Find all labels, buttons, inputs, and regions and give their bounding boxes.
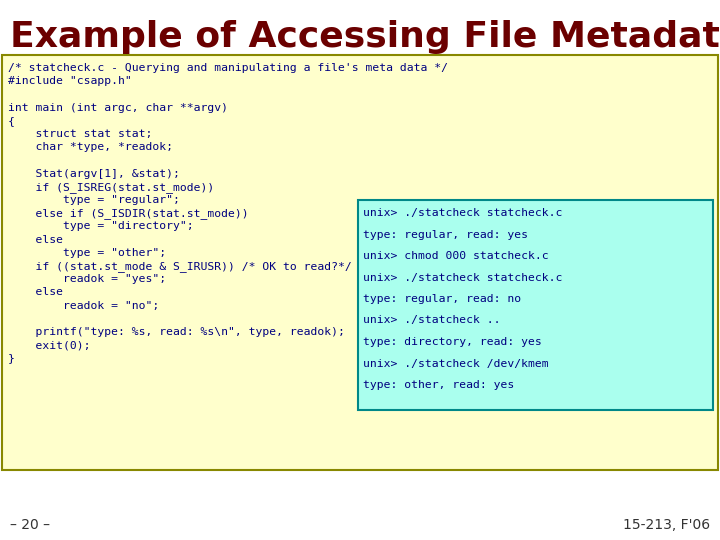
- Text: readok = "no";: readok = "no";: [8, 301, 159, 310]
- Text: Example of Accessing File Metadata: Example of Accessing File Metadata: [10, 20, 720, 54]
- Text: if ((stat.st_mode & S_IRUSR)) /* OK to read?*/: if ((stat.st_mode & S_IRUSR)) /* OK to r…: [8, 261, 352, 272]
- Text: type: regular, read: no: type: regular, read: no: [363, 294, 521, 304]
- Text: else: else: [8, 234, 63, 245]
- Text: unix> ./statcheck /dev/kmem: unix> ./statcheck /dev/kmem: [363, 359, 549, 368]
- Text: char *type, *readok;: char *type, *readok;: [8, 142, 173, 152]
- Text: 15-213, F'06: 15-213, F'06: [623, 518, 710, 532]
- Text: int main (int argc, char **argv): int main (int argc, char **argv): [8, 103, 228, 113]
- Text: Stat(argv[1], &stat);: Stat(argv[1], &stat);: [8, 168, 180, 179]
- Text: else if (S_ISDIR(stat.st_mode)): else if (S_ISDIR(stat.st_mode)): [8, 208, 248, 219]
- Text: type: directory, read: yes: type: directory, read: yes: [363, 337, 541, 347]
- Text: struct stat stat;: struct stat stat;: [8, 129, 153, 139]
- FancyBboxPatch shape: [2, 55, 718, 470]
- Text: unix> ./statcheck statcheck.c: unix> ./statcheck statcheck.c: [363, 273, 562, 282]
- Text: unix> ./statcheck statcheck.c: unix> ./statcheck statcheck.c: [363, 208, 562, 218]
- Text: {: {: [8, 116, 15, 126]
- Text: type: other, read: yes: type: other, read: yes: [363, 380, 514, 390]
- Text: – 20 –: – 20 –: [10, 518, 50, 532]
- Text: type = "directory";: type = "directory";: [8, 221, 194, 232]
- Text: type: regular, read: yes: type: regular, read: yes: [363, 230, 528, 240]
- Text: }: }: [8, 353, 15, 363]
- Text: if (S_ISREG(stat.st_mode)): if (S_ISREG(stat.st_mode)): [8, 182, 215, 193]
- Text: /* statcheck.c - Querying and manipulating a file's meta data */: /* statcheck.c - Querying and manipulati…: [8, 63, 448, 73]
- Text: unix> ./statcheck ..: unix> ./statcheck ..: [363, 315, 500, 326]
- Text: unix> chmod 000 statcheck.c: unix> chmod 000 statcheck.c: [363, 251, 549, 261]
- Text: exit(0);: exit(0);: [8, 340, 91, 350]
- Text: printf("type: %s, read: %s\n", type, readok);: printf("type: %s, read: %s\n", type, rea…: [8, 327, 345, 337]
- FancyBboxPatch shape: [358, 200, 713, 410]
- Text: type = "regular";: type = "regular";: [8, 195, 180, 205]
- Text: #include "csapp.h": #include "csapp.h": [8, 76, 132, 86]
- Text: else: else: [8, 287, 63, 298]
- Text: readok = "yes";: readok = "yes";: [8, 274, 166, 284]
- Text: type = "other";: type = "other";: [8, 248, 166, 258]
